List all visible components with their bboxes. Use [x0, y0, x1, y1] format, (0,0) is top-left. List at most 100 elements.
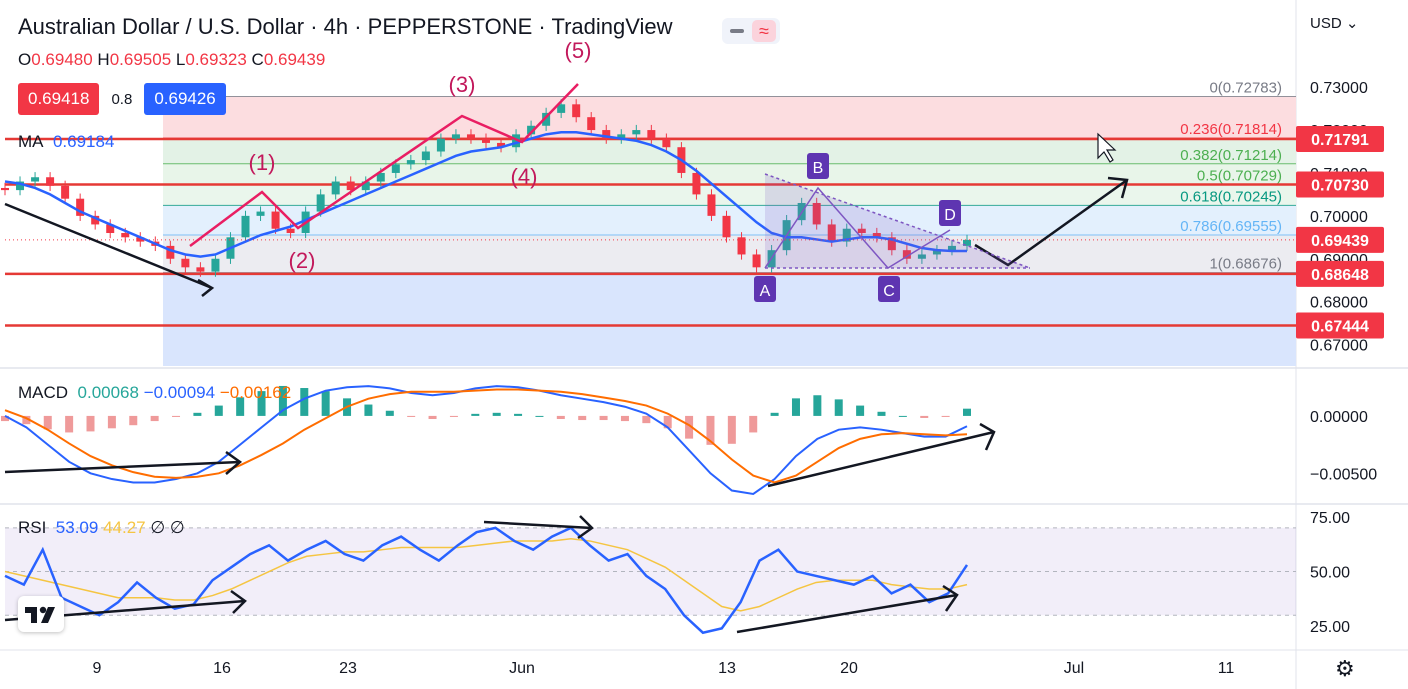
rsi-label: RSI [18, 518, 47, 537]
wave-label: (2) [289, 248, 316, 273]
candle-body [572, 104, 581, 118]
macd-histogram-bar [791, 398, 800, 416]
cursor-arrow-icon [1097, 132, 1117, 163]
arrow-head [225, 450, 243, 475]
candle-body [902, 250, 911, 259]
rsi-legend[interactable]: RSI 53.09 44.27 ∅ ∅ [18, 518, 185, 538]
sell-button[interactable]: 0.69418 [18, 83, 100, 115]
price-label-box [1296, 312, 1384, 339]
candle-body [106, 224, 115, 234]
candle-body [451, 134, 460, 139]
macd-divergence-arrow [4, 460, 241, 474]
fib-level-label: 0(0.72783) [1209, 79, 1282, 96]
pattern-point-label: A [760, 283, 771, 300]
macd-legend[interactable]: MACD 0.00068 −0.00094 −0.00162 [18, 383, 291, 403]
candle-body [932, 250, 941, 255]
macd-histogram-bar [514, 413, 523, 416]
macd-axis-tick: 0.00000 [1310, 409, 1368, 426]
candle-body [346, 181, 355, 191]
candle-body [887, 237, 896, 251]
candle-body [376, 172, 385, 182]
macd-histogram-bar [599, 415, 608, 421]
candle-body [722, 215, 731, 238]
chevron-down-icon: ⌄ [1345, 15, 1359, 32]
candle-body [527, 125, 536, 135]
candle-body [707, 194, 716, 216]
wave-label: (4) [511, 164, 538, 189]
candle-body [256, 211, 265, 216]
buy-button[interactable]: 0.69426 [144, 83, 226, 115]
candle-body [121, 233, 130, 238]
price-label-box [1296, 171, 1384, 198]
wave-icon[interactable]: ≈ [752, 20, 776, 42]
macd-histogram-bar [556, 415, 565, 420]
candle-body [692, 172, 701, 195]
candle-body [91, 215, 100, 225]
pattern-point-label: C [883, 283, 895, 300]
divergence-arrow [4, 202, 213, 290]
candle-body [181, 258, 190, 268]
candle-body [917, 254, 926, 259]
candle-body [842, 228, 851, 242]
macd-histogram-bar [129, 415, 138, 426]
rsi-ma-value: 44.27 [103, 518, 146, 537]
candle-body [947, 245, 956, 251]
candle-body [391, 164, 400, 173]
pattern-point-badge [807, 153, 829, 179]
macd-histogram-bar [385, 410, 394, 416]
candle-body [542, 112, 551, 126]
currency-label: USD [1310, 15, 1342, 32]
candle-body [557, 104, 566, 113]
candle-body [602, 130, 611, 139]
ma-value: 0.69184 [52, 132, 115, 151]
price-label-box [1296, 226, 1384, 253]
candle-body [466, 134, 475, 139]
arrow-head [942, 584, 959, 612]
arrow-head [979, 422, 996, 451]
symbol-title[interactable]: Australian Dollar / U.S. Dollar · 4h · P… [18, 14, 673, 39]
view-toggle[interactable]: ≈ [722, 18, 780, 44]
fib-zone [163, 272, 1296, 366]
candle-body [617, 134, 626, 139]
price-label-text: 0.69439 [1311, 233, 1369, 250]
macd-histogram-bar [449, 415, 458, 417]
macd-line [4, 385, 968, 496]
macd-histogram-bar [407, 415, 416, 417]
close-value: 0.69439 [263, 50, 326, 69]
spread-value: 0.8 [111, 90, 133, 108]
macd-histogram-bar [321, 391, 330, 416]
low-key: L [175, 50, 186, 69]
price-axis-tick: 0.70000 [1310, 209, 1368, 226]
open-value: 0.69480 [31, 50, 93, 69]
macd-histogram-bar [257, 391, 266, 416]
macd-histogram-bar [428, 415, 437, 420]
gear-icon[interactable]: ⚙ [1335, 656, 1355, 681]
macd-histogram-bar [214, 405, 223, 416]
macd-histogram-bar [813, 395, 822, 416]
ohlc-readout: O0.69480 H0.69505 L0.69323 C0.69439 [18, 50, 325, 70]
minus-icon[interactable] [730, 29, 744, 33]
high-value: 0.69505 [109, 50, 172, 69]
rsi-axis-tick: 50.00 [1310, 565, 1350, 582]
candle-body [16, 181, 25, 191]
arrow-head [1107, 176, 1129, 199]
close-key: C [251, 50, 264, 69]
macd-histogram-bar [300, 388, 309, 416]
high-key: H [97, 50, 110, 69]
candle-body [286, 228, 295, 234]
macd-histogram-bar [535, 415, 544, 417]
ma-legend[interactable]: MA 0.69184 [18, 132, 114, 152]
price-axis-tick: 0.68000 [1310, 295, 1368, 312]
low-value: 0.69323 [185, 50, 247, 69]
ma-line [4, 130, 967, 258]
tradingview-logo-icon[interactable] [18, 596, 64, 632]
macd-signal-line [4, 388, 968, 484]
candle-body [361, 181, 370, 191]
macd-histogram-bar [877, 411, 886, 416]
currency-selector[interactable]: USD ⌄ [1310, 14, 1358, 32]
price-axis-tick: 0.67000 [1310, 338, 1368, 355]
rsi-divergence-arrow [736, 593, 958, 634]
elliott-wave-path [189, 83, 579, 247]
candle-body [316, 194, 325, 212]
